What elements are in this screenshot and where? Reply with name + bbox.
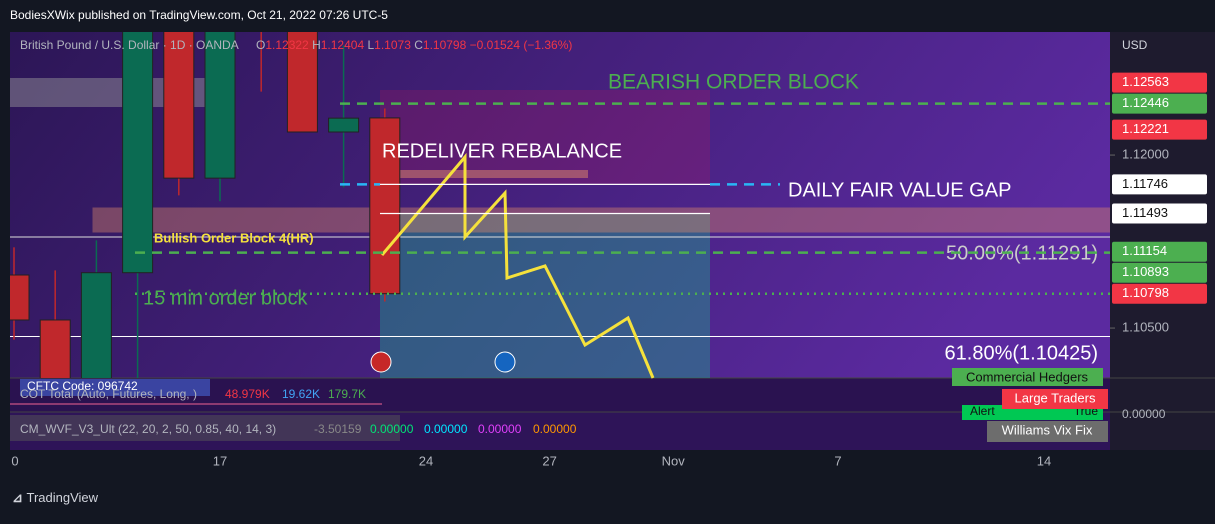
price-label: 1.12563 [1122,74,1169,89]
candles [10,32,401,378]
footer-bar [0,450,1215,519]
candle-body [122,32,154,274]
candle-body [10,274,30,321]
footer-text: TradingView [27,490,99,505]
legend-o-val: 1.12322 [265,38,309,52]
flag-us[interactable] [494,351,516,373]
price-label-box [1112,119,1207,140]
cot-value: 48.979K [225,387,270,401]
indicator-label: Commercial Hedgers [966,369,1089,384]
price-label-box [1112,93,1207,114]
annotation: BEARISH ORDER BLOCK [608,71,859,94]
legend-h: H [312,38,321,52]
x-tick-label: 27 [542,453,556,468]
cftc-text: CFTC Code: 096742 [27,379,138,393]
axis-unit: USD [1122,38,1148,52]
wvf-box [10,415,400,441]
price-label: 1.10798 [1122,285,1169,300]
label-box [987,421,1108,442]
candle-body [80,272,112,378]
y-tick-label: 1.10500 [1122,319,1169,334]
x-tick-label: 0 [11,453,18,468]
cot-value: 19.62K [282,387,320,401]
candle-body [328,117,360,133]
legend-o: O [256,38,265,52]
annotation: REDELIVER REBALANCE [382,140,622,162]
x-tick-label: 14 [1037,453,1051,468]
wvf-value: 0.00000 [478,422,522,436]
rebalance-zone [382,170,588,178]
legend-ohlc: O1.12322 H1.12404 L1.1073 C1.10798 −0.01… [256,38,572,52]
axis-value: 0.00000 [1122,407,1166,421]
wvf-value: 0.00000 [424,422,468,436]
legend-l: L [367,38,374,52]
cftc-box [20,379,210,396]
wvf-value: 0.00000 [533,422,577,436]
x-tick-label: Nov [662,453,686,468]
price-label-box [1112,174,1207,195]
annotation: DAILY FAIR VALUE GAP [788,179,1011,201]
price-label-box [1112,262,1207,283]
price-label: 1.11154 [1122,243,1167,258]
price-label-box [1112,72,1207,93]
drawings [10,78,1110,378]
price-label: 1.12221 [1122,121,1169,136]
indicator-label: Alert [970,404,995,418]
wvf-value: -3.50159 [314,422,362,436]
x-tick-label: 24 [419,453,433,468]
price-label: 1.11746 [1122,176,1168,191]
legend-change: −0.01524 (−1.36%) [470,38,573,52]
x-tick-label: 7 [834,453,841,468]
candle-body [286,32,318,133]
label-box [1002,389,1108,409]
candle-body [163,32,195,179]
y-tick-label: 1.12000 [1122,146,1169,161]
flag-uk[interactable] [370,351,392,373]
annotation: Bullish Order Block 4(HR) [154,230,314,245]
legend-symbol: British Pound / U.S. Dollar · 1D · OANDA [20,38,239,52]
x-tick-label: 17 [213,453,227,468]
candle-body [204,32,236,179]
bullish-zone [92,207,1110,233]
price-label: 1.11493 [1122,205,1168,220]
wvf-title: CM_WVF_V3_Ult (22, 20, 2, 50, 0.85, 40, … [20,422,276,436]
price-label: 1.12446 [1122,95,1169,110]
price-label-box [1112,203,1207,224]
label-box [952,368,1103,386]
teal-zone [380,213,710,378]
price-label: 1.10893 [1122,264,1169,279]
annotation: 15 min order block [143,287,309,309]
cot-value: 179.7K [328,387,366,401]
legend-c-val: 1.10798 [423,38,467,52]
wvf-value: 0.00000 [370,422,414,436]
legend-h-val: 1.12404 [321,38,365,52]
indicator-label: Large Traders [1015,390,1096,405]
footer-logo[interactable]: ⊿ TradingView [12,490,99,505]
annotation: 61.80%(1.10425) [945,342,1098,364]
legend-l-val: 1.1073 [374,38,411,52]
legend-c: C [414,38,423,52]
indicator-label: Williams Vix Fix [1002,422,1093,437]
price-label-box [1112,283,1207,304]
header-bar [0,0,1215,32]
price-label-box [1112,241,1207,262]
candle-body [39,319,71,378]
cot-title: COT Total (Auto, Futures, Long, ) [20,387,197,401]
bearish-zone [380,90,710,185]
candle-body [369,117,401,295]
projection-path [380,152,655,379]
header-text: BodiesXWix published on TradingView.com,… [10,8,388,22]
